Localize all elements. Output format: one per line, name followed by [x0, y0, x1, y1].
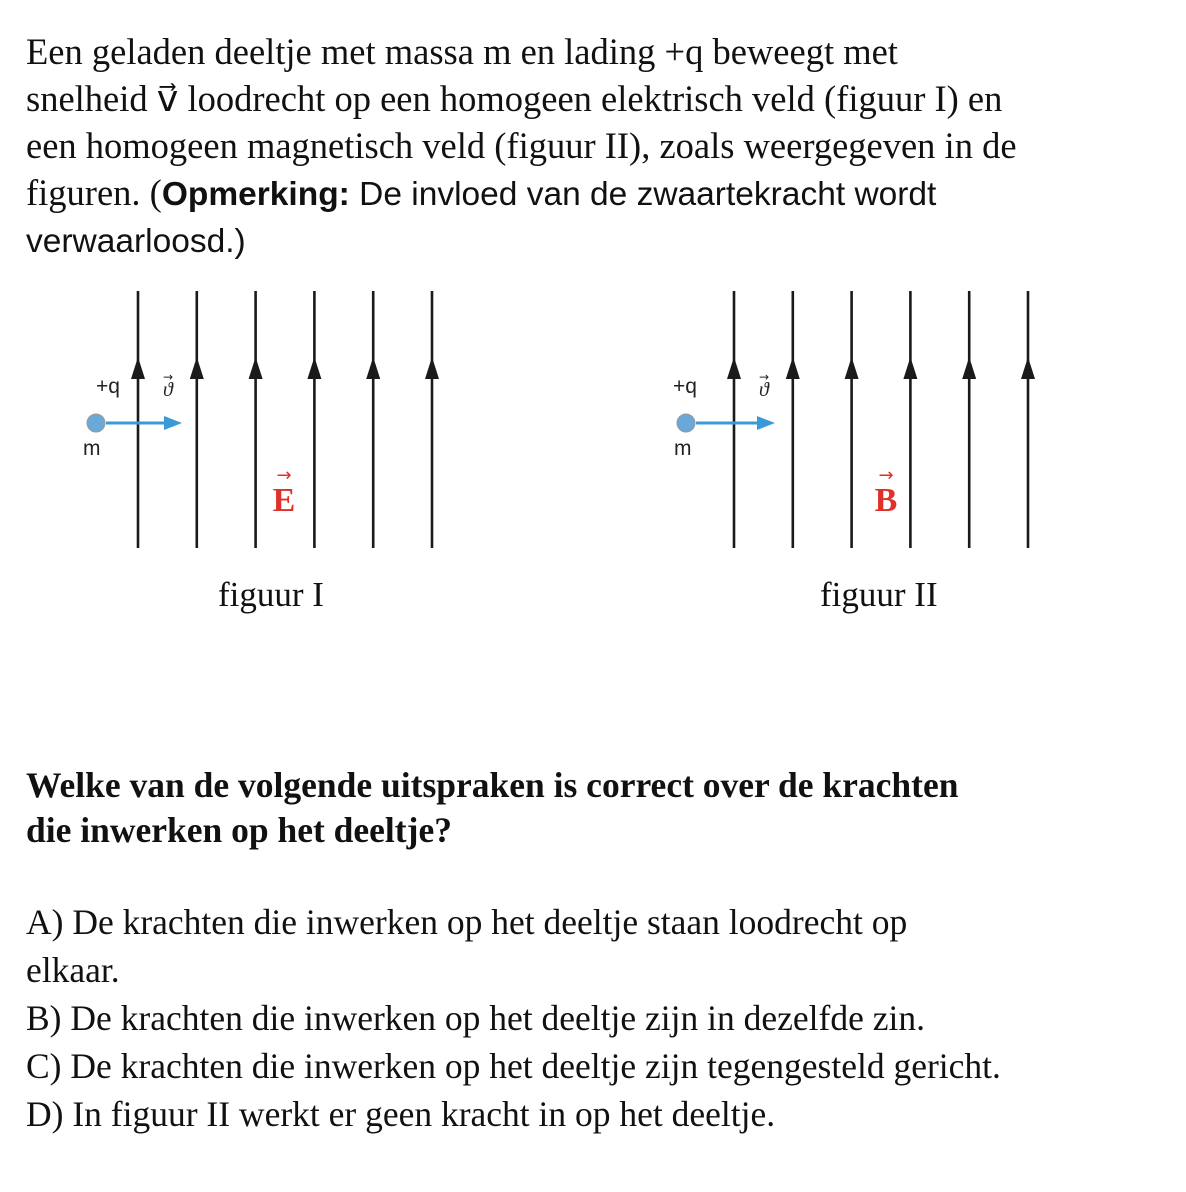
particle [86, 413, 106, 433]
answer-c[interactable]: C) De krachten die inwerken op het deelt… [26, 1046, 1001, 1086]
velocity-label: ϑ [163, 379, 174, 401]
field-label-B: B [875, 482, 898, 519]
mass-label: m [83, 437, 101, 460]
intro-text: Een geladen deeltje met massa m en ladin… [26, 28, 1166, 265]
intro-line-3: een homogeen magnetisch veld (figuur II)… [26, 125, 1017, 166]
field-line-arrowhead [785, 357, 800, 379]
velocity-label: ϑ [759, 379, 770, 401]
figure-1: +q ϑ → m E → [70, 285, 490, 625]
field-line-arrowhead [307, 357, 322, 379]
figure-2-caption: figuur II [820, 575, 938, 614]
question-line-2: die inwerken op het deeltje? [26, 810, 452, 850]
field-line-arrowhead [425, 357, 439, 379]
field-line-arrowhead [727, 357, 741, 379]
velocity-vector-mark: → [759, 370, 769, 384]
figure-2-diagram: +q ϑ → m B → [673, 291, 1035, 548]
question-line-1: Welke van de volgende uitspraken is corr… [26, 765, 959, 805]
field-vector-mark: → [878, 465, 893, 486]
intro-line-5: verwaarloosd.) [26, 223, 246, 260]
field-line-arrowhead [1021, 357, 1035, 379]
charge-label: +q [673, 375, 697, 398]
velocity-arrow-head [164, 416, 182, 430]
intro-line-2b: loodrecht op een homogeen elektrisch vel… [187, 78, 1003, 119]
note-label: Opmerking: [161, 176, 350, 213]
field-line-arrowhead [248, 357, 263, 379]
answer-options: A) De krachten die inwerken op het deelt… [26, 898, 1176, 1138]
answer-b[interactable]: B) De krachten die inwerken op het deelt… [26, 998, 925, 1038]
intro-line-1: Een geladen deeltje met massa m en ladin… [26, 31, 898, 72]
figure-1-caption: figuur I [218, 575, 324, 614]
answer-a-continued[interactable]: elkaar. [26, 950, 120, 990]
field-lines [131, 291, 439, 548]
velocity-symbol: v⃗ [156, 78, 179, 119]
field-line-arrowhead [366, 357, 381, 379]
velocity-vector-mark: → [163, 370, 173, 384]
intro-line-4b: De invloed van de zwaartekracht wordt [349, 176, 937, 213]
charge-label: +q [96, 375, 120, 398]
velocity-arrow-head [757, 416, 775, 430]
intro-line-4a: figuren. ( [26, 172, 162, 213]
intro-line-2: snelheid v⃗ loodrecht op een homogeen el… [26, 75, 1166, 122]
answer-a[interactable]: A) De krachten die inwerken op het deelt… [26, 902, 908, 942]
intro-line-2a: snelheid [26, 78, 148, 119]
field-label-E: E [273, 482, 296, 519]
answer-d[interactable]: D) In figuur II werkt er geen kracht in … [26, 1094, 776, 1134]
particle [676, 413, 696, 433]
figure-2: +q ϑ → m B → [665, 285, 1085, 625]
mass-label: m [674, 437, 692, 460]
field-line-arrowhead [131, 357, 145, 379]
intro-line-4: figuren. (Opmerking: De invloed van de z… [26, 169, 1166, 218]
field-line-arrowhead [189, 357, 204, 379]
field-lines [727, 291, 1035, 548]
figure-1-diagram: +q ϑ → m E → [83, 291, 439, 548]
field-vector-mark: → [276, 465, 291, 486]
question-text: Welke van de volgende uitspraken is corr… [26, 763, 1176, 853]
field-line-arrowhead [844, 357, 859, 379]
field-line-arrowhead [903, 357, 918, 379]
field-line-arrowhead [962, 357, 977, 379]
